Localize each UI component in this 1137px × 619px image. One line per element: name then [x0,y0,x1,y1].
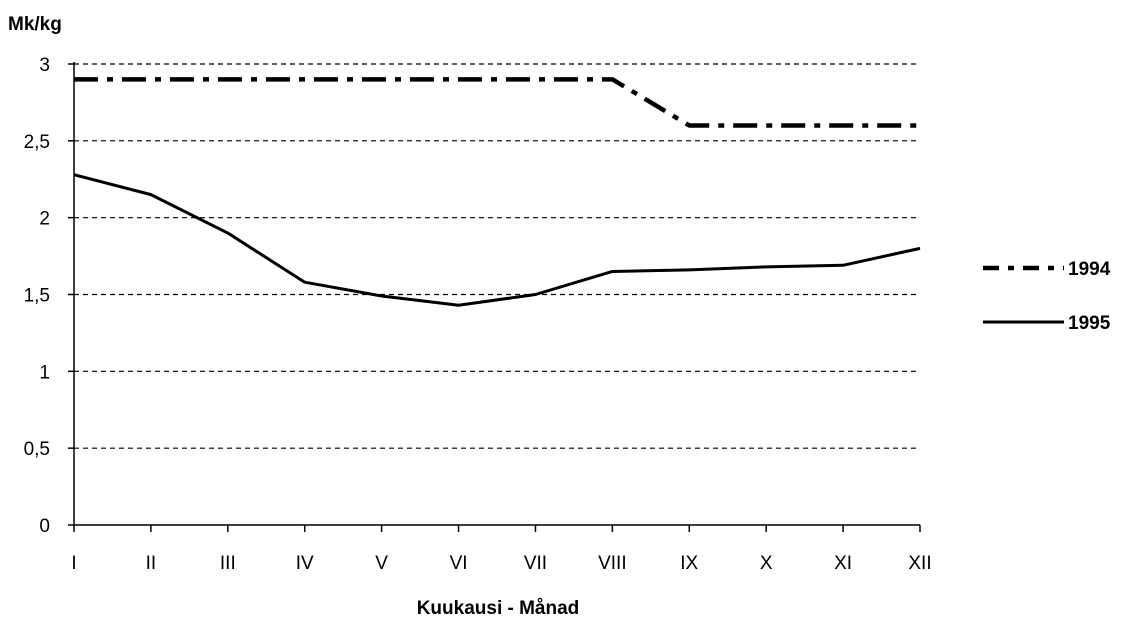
y-tick-label: 2,5 [24,132,50,153]
series-1994-line [74,77,920,128]
x-tick-label: II [146,553,157,574]
y-tick-label: 1,5 [24,286,50,307]
x-tick-label: IX [680,553,698,574]
y-axis-ticks: 0 0,5 1 1,5 2 2,5 3 [24,55,74,537]
y-tick-label: 0 [39,516,50,537]
y-tick-label: 0,5 [24,439,50,460]
y-tick-label: 1 [39,362,50,383]
x-tick-label: I [71,553,76,574]
legend-label-1995: 1995 [1068,313,1111,334]
axes [73,62,920,526]
y-tick-label: 2 [39,209,50,230]
x-tick-label: X [760,553,773,574]
x-axis-ticks: I II III IV V VI VII VIII IX X XI XII [71,525,932,574]
x-tick-label: III [220,553,236,574]
x-tick-label: XII [908,553,931,574]
grid-lines [74,63,920,449]
x-tick-label: IV [296,553,314,574]
y-tick-label: 3 [39,55,50,76]
series-1995-line [73,173,921,307]
y-axis-title: Mk/kg [8,14,62,35]
x-tick-label: VII [524,553,547,574]
x-axis-title: Kuukausi - Månad [417,598,580,619]
series-lines [73,77,921,307]
x-tick-label: VI [450,553,468,574]
x-tick-label: V [375,553,388,574]
x-tick-label: VIII [598,553,627,574]
x-tick-label: XI [834,553,852,574]
legend: 1994 1995 [983,259,1111,334]
legend-label-1994: 1994 [1068,259,1111,280]
